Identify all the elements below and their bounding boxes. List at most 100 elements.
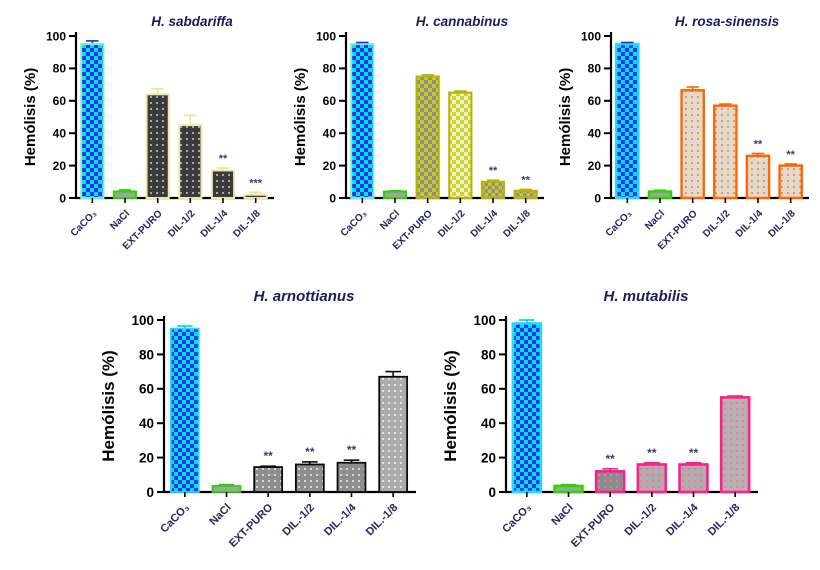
bar-DIL-1/2 bbox=[448, 91, 473, 199]
bar-EXT-PURO bbox=[594, 470, 626, 494]
x-axis-label: DIL-1/8 bbox=[766, 208, 798, 240]
x-axis-label: DIL-1/8 bbox=[501, 208, 533, 240]
bar-DIL.-1/2 bbox=[636, 463, 668, 494]
y-tick-label: 0 bbox=[329, 191, 336, 205]
y-tick-label: 40 bbox=[481, 416, 496, 431]
x-axis-label: DIL-1/4 bbox=[469, 208, 501, 240]
y-tick-label: 60 bbox=[139, 382, 154, 397]
x-axis-label: EXT-PURO bbox=[227, 501, 276, 550]
bar-NaCl bbox=[553, 484, 584, 494]
y-tick-label: 60 bbox=[323, 94, 337, 108]
bar-DIL.-1/2 bbox=[294, 463, 325, 493]
bar-DIL-1/4 bbox=[480, 180, 506, 200]
y-tick-label: 80 bbox=[139, 347, 154, 362]
y-tick-label: 60 bbox=[481, 382, 496, 397]
y-tick-label: 100 bbox=[473, 313, 496, 328]
bar-CaCO₃ bbox=[80, 43, 105, 199]
y-tick-label: 20 bbox=[139, 450, 154, 465]
y-tick-label: 0 bbox=[146, 485, 154, 500]
y-tick-label: 0 bbox=[59, 191, 66, 205]
x-axis-label: DIL.-1/2 bbox=[280, 502, 317, 539]
significance-label: ** bbox=[647, 446, 657, 460]
y-tick-label: 60 bbox=[53, 94, 67, 108]
significance-label: ** bbox=[263, 449, 273, 463]
x-axis-label: CaCO₃ bbox=[158, 502, 192, 536]
x-axis-label: CaCO₃ bbox=[339, 208, 370, 239]
x-axis-label: DIL.-1/4 bbox=[664, 501, 701, 538]
chart-h-mutabilis: H. mutabilis Hemólisis (%) 0 20 40 60 80 100 CaC… bbox=[440, 280, 770, 570]
bar-DIL.-1/4 bbox=[678, 463, 709, 494]
bar-CaCO₃ bbox=[615, 42, 640, 200]
significance-label: *** bbox=[249, 177, 263, 189]
x-axis-label: NaCl bbox=[549, 502, 575, 528]
bar-DIL-1/4 bbox=[745, 154, 771, 200]
bar-EXT-PURO bbox=[145, 93, 170, 199]
y-tick-label: 40 bbox=[139, 416, 154, 431]
bar-DIL-1/2 bbox=[178, 124, 203, 199]
significance-label: ** bbox=[786, 149, 795, 161]
x-axis-label: DIL.-1/8 bbox=[706, 502, 743, 539]
y-tick-label: 40 bbox=[588, 127, 602, 141]
significance-label: ** bbox=[305, 445, 315, 459]
y-tick-label: 0 bbox=[488, 485, 496, 500]
bar-DIL-1/4 bbox=[210, 169, 236, 200]
y-axis-label: Hemólisis (%) bbox=[99, 350, 118, 461]
bar-DIL-1/2 bbox=[713, 104, 738, 200]
x-axis-label: DIL.-1/2 bbox=[622, 502, 659, 539]
y-tick-label: 40 bbox=[323, 127, 337, 141]
bar-DIL-1/8 bbox=[778, 164, 803, 200]
x-axis-label: NaCl bbox=[643, 208, 667, 232]
bar-DIL-1/8 bbox=[243, 193, 268, 199]
y-tick-label: 60 bbox=[588, 94, 602, 108]
bar-DIL.-1/8 bbox=[378, 375, 409, 493]
significance-label: ** bbox=[754, 138, 763, 150]
y-axis-label: Hemólisis (%) bbox=[292, 68, 309, 166]
bar-NaCl bbox=[382, 190, 408, 200]
y-tick-label: 80 bbox=[53, 62, 67, 76]
chart-title: H. sabdariffa bbox=[151, 14, 233, 29]
y-tick-label: 20 bbox=[481, 450, 496, 465]
bar-CaCO₃ bbox=[511, 322, 543, 494]
bar-DIL-1/8 bbox=[513, 189, 538, 200]
x-axis-label: CaCO₃ bbox=[69, 208, 100, 239]
y-tick-label: 100 bbox=[316, 29, 336, 43]
chart-h-arnottianus: H. arnottianus Hemólisis (%) 0 20 40 60 80 100 C… bbox=[98, 280, 428, 570]
chart-svg-h-mutabilis: H. mutabilis Hemólisis (%) 0 20 40 60 80 100 CaC… bbox=[441, 288, 758, 550]
bar-NaCl bbox=[647, 190, 673, 200]
x-axis-label: DIL.-1/8 bbox=[364, 502, 401, 539]
y-tick-label: 0 bbox=[594, 191, 601, 205]
x-axis-label: NaCl bbox=[378, 208, 402, 232]
chart-title: H. arnottianus bbox=[254, 288, 355, 305]
y-tick-label: 20 bbox=[53, 159, 67, 173]
significance-label: ** bbox=[219, 153, 228, 165]
chart-h-rosa-sinensis: H. rosa-sinensis Hemólisis (%) 0 20 40 60 80 10… bbox=[557, 4, 815, 270]
x-axis-label: DIL-1/2 bbox=[166, 208, 198, 240]
significance-label: ** bbox=[347, 443, 357, 457]
bar-EXT-PURO bbox=[680, 89, 705, 200]
bar-EXT-PURO bbox=[253, 466, 284, 493]
x-axis-label: NaCl bbox=[207, 502, 233, 528]
y-axis-label: Hemólisis (%) bbox=[441, 350, 460, 461]
y-tick-label: 100 bbox=[46, 29, 66, 43]
x-axis-label: CaCO₃ bbox=[604, 208, 635, 239]
chart-svg-h-sabdariffa: H. sabdariffa Hemólisis (%) 0 20 40 60 80 100 Ca… bbox=[22, 14, 274, 252]
chart-title: H. mutabilis bbox=[603, 288, 688, 305]
x-axis-label: DIL-1/2 bbox=[436, 208, 468, 240]
significance-label: ** bbox=[605, 452, 615, 466]
x-axis-label: DIL-1/4 bbox=[199, 208, 231, 240]
y-tick-label: 100 bbox=[131, 313, 154, 328]
significance-label: ** bbox=[521, 174, 530, 186]
bar-NaCl bbox=[112, 190, 138, 200]
chart-title: H. rosa-sinensis bbox=[675, 14, 780, 29]
chart-title: H. cannabinus bbox=[416, 14, 509, 29]
y-tick-label: 20 bbox=[323, 159, 337, 173]
x-axis-label: DIL.-1/4 bbox=[322, 501, 359, 538]
y-axis-label: Hemólisis (%) bbox=[22, 68, 39, 166]
chart-svg-h-rosa-sinensis: H. rosa-sinensis Hemólisis (%) 0 20 40 60 80 10… bbox=[557, 14, 809, 252]
y-tick-label: 20 bbox=[588, 159, 602, 173]
bar-NaCl bbox=[211, 485, 242, 493]
significance-label: ** bbox=[489, 165, 498, 177]
chart-svg-h-cannabinus: H. cannabinus Hemólisis (%) 0 20 40 60 80 100 Ca… bbox=[292, 14, 544, 252]
x-axis-label: EXT-PURO bbox=[569, 501, 618, 550]
